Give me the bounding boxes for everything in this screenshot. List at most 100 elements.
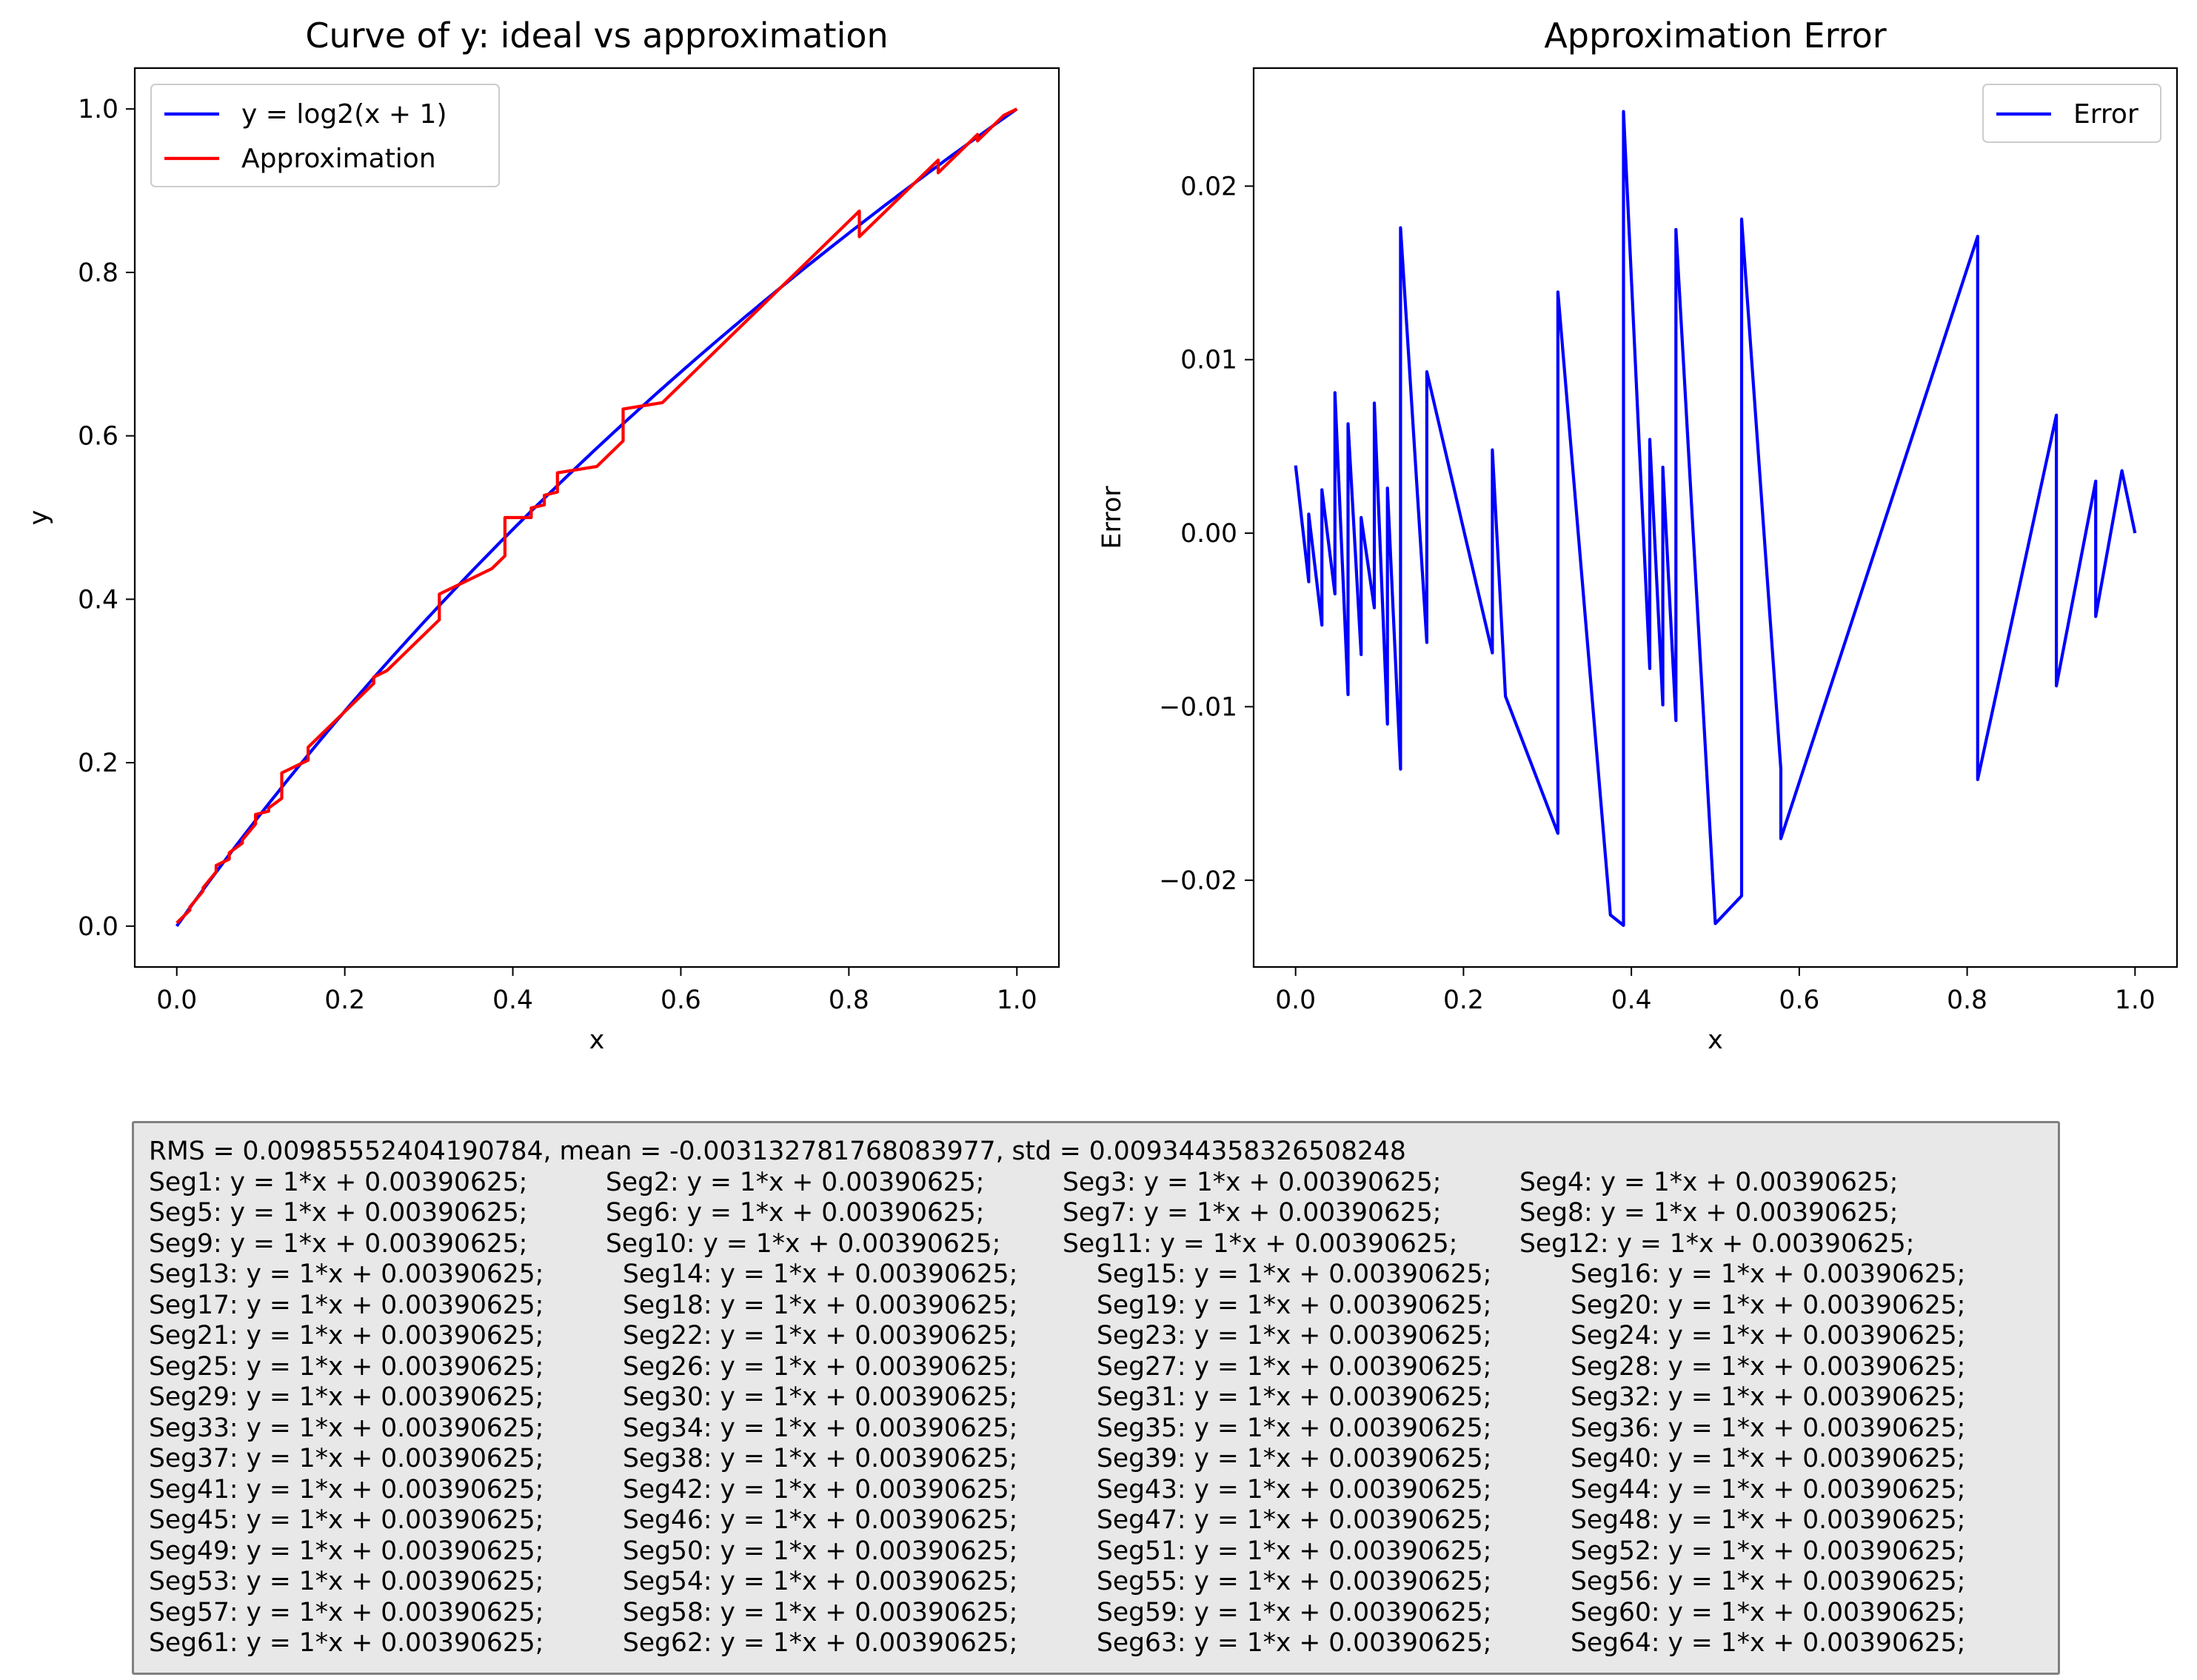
- legend-label: Error: [2073, 99, 2139, 130]
- series-line-2: [175, 107, 1018, 925]
- segment-entry: Seg20: y = 1*x + 0.00390625;: [1571, 1290, 1966, 1320]
- x-tick-label: 0.0: [156, 985, 197, 1015]
- segment-entry: Seg31: y = 1*x + 0.00390625;: [1097, 1382, 1492, 1412]
- segment-entry: Seg10: y = 1*x + 0.00390625;: [606, 1228, 1001, 1259]
- segment-row: Seg53: y = 1*x + 0.00390625; Seg54: y = 1…: [149, 1567, 2041, 1598]
- segment-entry: Seg50: y = 1*x + 0.00390625;: [623, 1536, 1018, 1566]
- segment-row: Seg17: y = 1*x + 0.00390625; Seg18: y = 1…: [149, 1291, 2041, 1322]
- stats-summary: RMS = 0.00985552404190784, mean = -0.003…: [149, 1137, 1406, 1166]
- left-chart: Curve of y: ideal vs approximation 0.0 0.2…: [24, 16, 1060, 1055]
- segment-row: Seg45: y = 1*x + 0.00390625; Seg46: y = 1…: [149, 1505, 2041, 1536]
- segment-row: Seg21: y = 1*x + 0.00390625; Seg22: y = 1…: [149, 1321, 2041, 1352]
- y-tick-label: 0.01: [1180, 346, 1237, 375]
- x-tick-label: 0.2: [324, 985, 365, 1015]
- segment-entry: Seg52: y = 1*x + 0.00390625;: [1571, 1536, 1966, 1566]
- plot-area: [175, 107, 1018, 928]
- y-tick-label: 0.2: [78, 749, 118, 778]
- segment-entry: Seg18: y = 1*x + 0.00390625;: [623, 1290, 1018, 1320]
- segment-entry: Seg25: y = 1*x + 0.00390625;: [149, 1351, 544, 1382]
- segment-entry: Seg23: y = 1*x + 0.00390625;: [1097, 1321, 1492, 1351]
- segment-row: Seg33: y = 1*x + 0.00390625; Seg34: y = 1…: [149, 1413, 2041, 1445]
- segment-entry: Seg30: y = 1*x + 0.00390625;: [623, 1382, 1018, 1412]
- segment-entry: Seg58: y = 1*x + 0.00390625;: [623, 1597, 1018, 1627]
- segment-entry: Seg29: y = 1*x + 0.00390625;: [149, 1382, 544, 1412]
- segment-entry: Seg33: y = 1*x + 0.00390625;: [149, 1413, 544, 1443]
- legend-box: [1982, 84, 2161, 143]
- y-tick-label: −0.01: [1159, 692, 1237, 722]
- segment-entry: Seg7: y = 1*x + 0.00390625;: [1063, 1198, 1442, 1228]
- legend: Error: [1982, 84, 2161, 143]
- series-line-1: [1294, 110, 2137, 927]
- x-tick-label: 0.6: [1779, 985, 1819, 1015]
- segment-row: Seg5: y = 1*x + 0.00390625; Seg6: y = 1*x…: [149, 1198, 2041, 1229]
- y-axis-label: Error: [1097, 486, 1127, 549]
- segment-entry: Seg11: y = 1*x + 0.00390625;: [1063, 1228, 1458, 1259]
- segment-entry: Seg36: y = 1*x + 0.00390625;: [1571, 1413, 1966, 1443]
- stats-panel: RMS = 0.00985552404190784, mean = -0.003…: [132, 1121, 2060, 1675]
- segment-entry: Seg40: y = 1*x + 0.00390625;: [1571, 1444, 1966, 1473]
- segment-row: Seg29: y = 1*x + 0.00390625; Seg30: y = 1…: [149, 1382, 2041, 1413]
- segment-entry: Seg39: y = 1*x + 0.00390625;: [1097, 1444, 1492, 1473]
- y-tick-label: 0.8: [78, 258, 118, 288]
- segment-entry: Seg9: y = 1*x + 0.00390625;: [149, 1228, 528, 1259]
- segment-entry: Seg5: y = 1*x + 0.00390625;: [149, 1198, 528, 1228]
- segment-entry: Seg51: y = 1*x + 0.00390625;: [1097, 1536, 1492, 1566]
- chart-title: Approximation Error: [1544, 16, 1886, 56]
- segment-entry: Seg27: y = 1*x + 0.00390625;: [1097, 1351, 1492, 1382]
- segment-row: Seg57: y = 1*x + 0.00390625; Seg58: y = 1…: [149, 1598, 2041, 1629]
- segment-entry: Seg62: y = 1*x + 0.00390625;: [623, 1628, 1018, 1658]
- segment-entry: Seg4: y = 1*x + 0.00390625;: [1519, 1167, 1899, 1197]
- y-axis-label: y: [24, 510, 54, 526]
- segment-entry: Seg14: y = 1*x + 0.00390625;: [623, 1259, 1018, 1289]
- segment-list: Seg1: y = 1*x + 0.00390625; Seg2: y = 1*x…: [149, 1168, 2041, 1659]
- segment-entry: Seg3: y = 1*x + 0.00390625;: [1063, 1167, 1442, 1197]
- series-line-1: [175, 107, 1018, 928]
- segment-entry: Seg64: y = 1*x + 0.00390625;: [1571, 1628, 1966, 1658]
- segment-entry: Seg44: y = 1*x + 0.00390625;: [1571, 1474, 1966, 1505]
- segment-row: Seg61: y = 1*x + 0.00390625; Seg62: y = 1…: [149, 1628, 2041, 1659]
- axes-frame: [133, 67, 1060, 968]
- segment-entry: Seg35: y = 1*x + 0.00390625;: [1097, 1413, 1492, 1443]
- segment-row: Seg41: y = 1*x + 0.00390625; Seg42: y = 1…: [149, 1475, 2041, 1506]
- axes-frame: [1252, 67, 2178, 968]
- plot-area: [1294, 110, 2137, 927]
- y-tick-label: 0.4: [78, 585, 118, 615]
- segment-entry: Seg28: y = 1*x + 0.00390625;: [1571, 1351, 1966, 1382]
- segment-entry: Seg45: y = 1*x + 0.00390625;: [149, 1505, 544, 1535]
- segment-row: Seg49: y = 1*x + 0.00390625; Seg50: y = 1…: [149, 1536, 2041, 1567]
- segment-row: Seg13: y = 1*x + 0.00390625; Seg14: y = 1…: [149, 1259, 2041, 1291]
- segment-entry: Seg57: y = 1*x + 0.00390625;: [149, 1597, 544, 1627]
- segment-entry: Seg19: y = 1*x + 0.00390625;: [1097, 1290, 1492, 1320]
- segment-entry: Seg15: y = 1*x + 0.00390625;: [1097, 1259, 1492, 1289]
- y-tick-label: 0.6: [78, 422, 118, 452]
- segment-entry: Seg34: y = 1*x + 0.00390625;: [623, 1413, 1018, 1443]
- segment-entry: Seg46: y = 1*x + 0.00390625;: [623, 1505, 1018, 1535]
- segment-entry: Seg60: y = 1*x + 0.00390625;: [1571, 1597, 1966, 1627]
- legend: y = log2(x + 1) Approximation: [150, 84, 500, 187]
- segment-entry: Seg53: y = 1*x + 0.00390625;: [149, 1567, 544, 1596]
- segment-entry: Seg38: y = 1*x + 0.00390625;: [623, 1444, 1018, 1473]
- y-tick-label: 0.00: [1180, 519, 1237, 549]
- segment-entry: Seg61: y = 1*x + 0.00390625;: [149, 1628, 544, 1658]
- segment-row: Seg25: y = 1*x + 0.00390625; Seg26: y = 1…: [149, 1352, 2041, 1383]
- y-tick-label: 0.0: [78, 912, 118, 942]
- x-tick-label: 1.0: [2115, 985, 2156, 1015]
- segment-entry: Seg49: y = 1*x + 0.00390625;: [149, 1536, 544, 1566]
- legend-box: [150, 84, 500, 187]
- legend-label: Approximation: [241, 144, 436, 174]
- segment-entry: Seg54: y = 1*x + 0.00390625;: [623, 1567, 1018, 1596]
- x-tick-label: 0.2: [1443, 985, 1484, 1015]
- segment-row: Seg37: y = 1*x + 0.00390625; Seg38: y = 1…: [149, 1444, 2041, 1475]
- x-tick-label: 0.4: [1611, 985, 1652, 1015]
- segment-entry: Seg48: y = 1*x + 0.00390625;: [1571, 1505, 1966, 1535]
- x-tick-label: 1.0: [997, 985, 1037, 1015]
- segment-entry: Seg1: y = 1*x + 0.00390625;: [149, 1167, 528, 1197]
- segment-entry: Seg43: y = 1*x + 0.00390625;: [1097, 1474, 1492, 1505]
- segment-entry: Seg2: y = 1*x + 0.00390625;: [606, 1167, 985, 1197]
- segment-entry: Seg24: y = 1*x + 0.00390625;: [1571, 1321, 1966, 1351]
- segment-entry: Seg13: y = 1*x + 0.00390625;: [149, 1259, 544, 1289]
- x-tick-label: 0.8: [1947, 985, 1987, 1015]
- x-tick-label: 0.4: [492, 985, 533, 1015]
- segment-entry: Seg47: y = 1*x + 0.00390625;: [1097, 1505, 1492, 1535]
